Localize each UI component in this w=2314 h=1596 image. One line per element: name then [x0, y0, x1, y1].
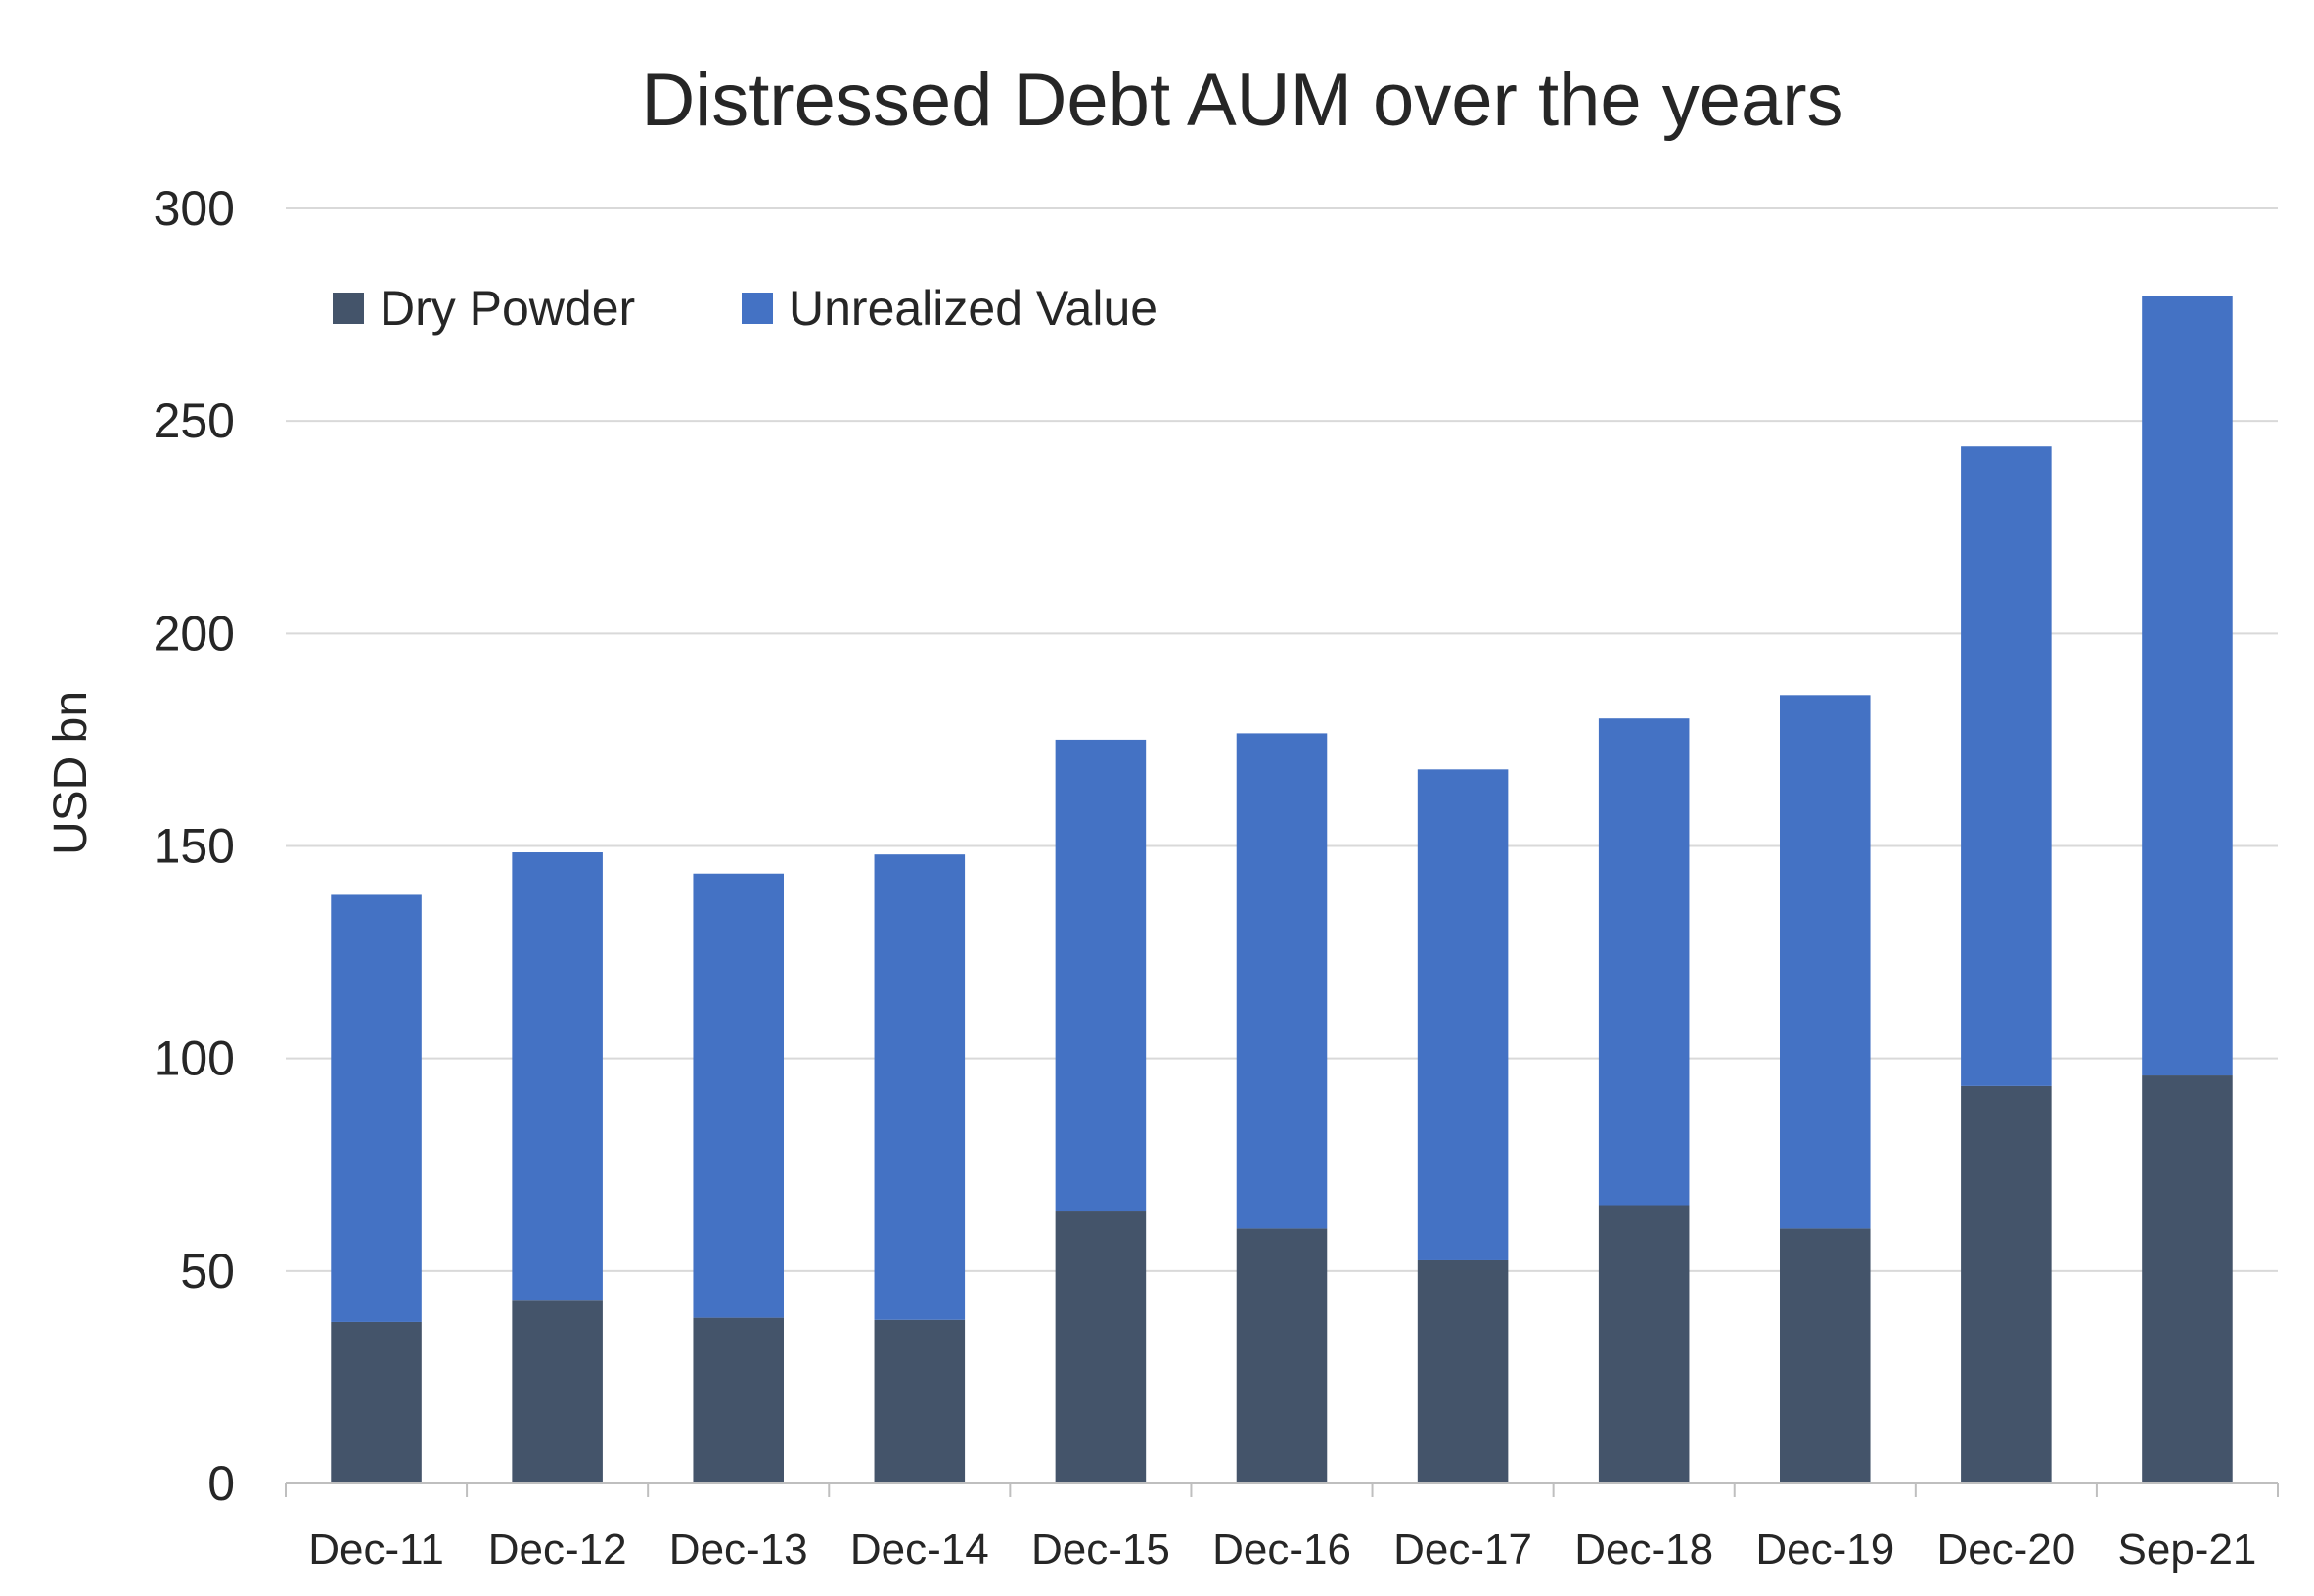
bar-unrealized-value-dec-13: [693, 873, 784, 1318]
bar-unrealized-value-dec-12: [512, 852, 603, 1301]
bars: [331, 296, 2233, 1483]
bar-dry-powder-dec-12: [512, 1300, 603, 1483]
x-tick-label-dec-17: Dec-17: [1393, 1526, 1532, 1573]
bar-dry-powder-dec-13: [693, 1317, 784, 1483]
y-tick-label-250: 250: [154, 393, 235, 448]
bar-group-dec-19: [1780, 695, 1871, 1483]
x-tick-label-dec-13: Dec-13: [669, 1526, 808, 1573]
legend-swatch-unrealized-value: [742, 293, 773, 324]
bar-dry-powder-dec-14: [874, 1319, 966, 1483]
x-tick-label-dec-14: Dec-14: [850, 1526, 989, 1573]
y-tick-label-300: 300: [154, 181, 235, 236]
bar-dry-powder-dec-19: [1780, 1228, 1871, 1483]
bar-unrealized-value-dec-17: [1417, 769, 1509, 1260]
bar-dry-powder-dec-15: [1055, 1211, 1147, 1483]
bar-group-dec-17: [1417, 769, 1509, 1483]
bar-dry-powder-dec-11: [331, 1321, 422, 1483]
y-axis-label: USD bn: [45, 691, 97, 855]
bar-dry-powder-dec-18: [1598, 1205, 1690, 1483]
x-tick-label-dec-20: Dec-20: [1936, 1526, 2075, 1573]
bar-unrealized-value-dec-19: [1780, 695, 1871, 1229]
legend-swatch-dry-powder: [333, 293, 364, 324]
x-tick-label-dec-18: Dec-18: [1574, 1526, 1713, 1573]
legend: Dry Powder Unrealized Value: [333, 281, 1157, 336]
bar-group-dec-15: [1055, 739, 1147, 1483]
bar-unrealized-value-dec-15: [1055, 739, 1147, 1212]
bar-group-dec-20: [1961, 446, 2052, 1483]
bar-dry-powder-dec-20: [1961, 1085, 2052, 1483]
x-axis: [285, 1482, 2279, 1497]
bar-dry-powder-sep-21: [2142, 1075, 2233, 1483]
y-tick-label-50: 50: [180, 1244, 235, 1299]
bar-unrealized-value-dec-20: [1961, 446, 2052, 1086]
bar-dry-powder-dec-16: [1236, 1228, 1328, 1483]
bar-unrealized-value-dec-16: [1236, 733, 1328, 1229]
bar-unrealized-value-dec-14: [874, 854, 966, 1320]
bar-unrealized-value-sep-21: [2142, 296, 2233, 1076]
legend-label-dry-powder: Dry Powder: [380, 281, 635, 336]
bar-group-dec-14: [874, 854, 966, 1483]
x-tick-label-dec-16: Dec-16: [1212, 1526, 1351, 1573]
x-tick-label-dec-19: Dec-19: [1755, 1526, 1894, 1573]
y-axis-ticks: 0 50 100 150 200 250 300: [154, 181, 235, 1511]
bar-group-dec-13: [693, 873, 784, 1483]
bar-group-dec-16: [1236, 733, 1328, 1483]
x-axis-ticks: Dec-11 Dec-12 Dec-13 Dec-14 Dec-15 Dec-16 Dec-…: [308, 1526, 2256, 1573]
bar-dry-powder-dec-17: [1417, 1259, 1509, 1483]
y-tick-label-100: 100: [154, 1031, 235, 1086]
x-tick-label-sep-21: Sep-21: [2118, 1526, 2257, 1573]
bar-group-dec-11: [331, 894, 422, 1483]
chart-title: Distressed Debt AUM over the years: [641, 59, 1843, 142]
bar-group-sep-21: [2142, 296, 2233, 1483]
y-tick-label-0: 0: [207, 1456, 235, 1511]
x-tick-label-dec-15: Dec-15: [1031, 1526, 1170, 1573]
legend-label-unrealized-value: Unrealized Value: [789, 281, 1157, 336]
bar-group-dec-12: [512, 852, 603, 1483]
bar-group-dec-18: [1598, 718, 1690, 1483]
x-tick-label-dec-11: Dec-11: [308, 1526, 444, 1573]
bar-unrealized-value-dec-18: [1598, 718, 1690, 1206]
bar-unrealized-value-dec-11: [331, 894, 422, 1322]
legend-item-dry-powder: Dry Powder: [333, 281, 635, 336]
y-tick-label-150: 150: [154, 819, 235, 874]
y-tick-label-200: 200: [154, 606, 235, 661]
legend-item-unrealized-value: Unrealized Value: [742, 281, 1157, 336]
x-tick-label-dec-12: Dec-12: [488, 1526, 627, 1573]
